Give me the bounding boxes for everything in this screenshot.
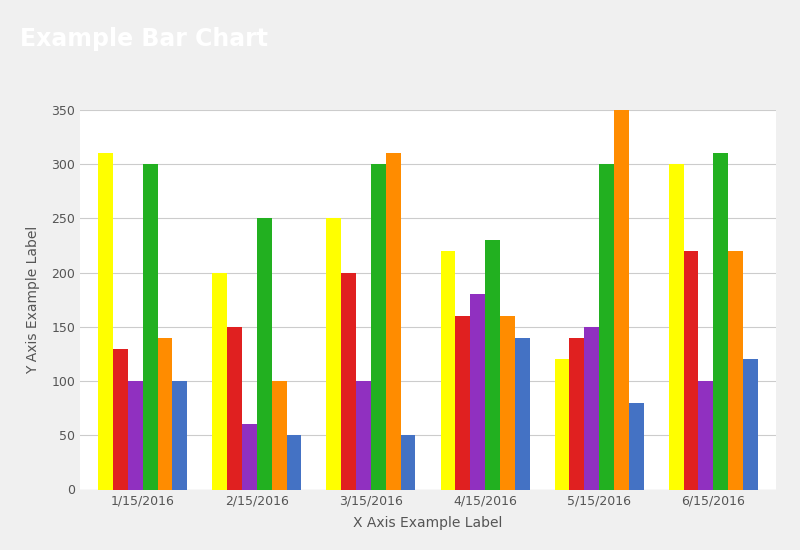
Bar bbox=[500, 316, 514, 490]
Bar bbox=[142, 164, 158, 490]
Bar bbox=[683, 251, 698, 490]
Y-axis label: Y Axis Example Label: Y Axis Example Label bbox=[26, 226, 40, 374]
Bar bbox=[669, 164, 683, 490]
Bar bbox=[599, 164, 614, 490]
Bar bbox=[743, 359, 758, 490]
Bar bbox=[326, 218, 342, 490]
Bar bbox=[714, 153, 728, 490]
Bar bbox=[98, 153, 113, 490]
Bar bbox=[342, 273, 356, 490]
Bar bbox=[554, 359, 570, 490]
Bar bbox=[257, 218, 272, 490]
Bar bbox=[242, 425, 257, 490]
Bar bbox=[470, 294, 485, 490]
Bar bbox=[356, 381, 371, 490]
Bar bbox=[371, 164, 386, 490]
Bar bbox=[272, 381, 286, 490]
Bar bbox=[212, 273, 227, 490]
Bar bbox=[629, 403, 644, 490]
Bar bbox=[570, 338, 584, 490]
Bar bbox=[455, 316, 470, 490]
Bar bbox=[158, 338, 173, 490]
Bar bbox=[227, 327, 242, 490]
Bar bbox=[698, 381, 714, 490]
Bar bbox=[614, 110, 629, 489]
X-axis label: X Axis Example Label: X Axis Example Label bbox=[354, 516, 502, 530]
Bar bbox=[386, 153, 401, 490]
Bar bbox=[128, 381, 142, 490]
Bar bbox=[286, 435, 302, 490]
Bar bbox=[514, 338, 530, 490]
Bar bbox=[401, 435, 415, 490]
Bar bbox=[113, 349, 128, 490]
Bar bbox=[173, 381, 187, 490]
Bar bbox=[728, 251, 743, 490]
Bar bbox=[584, 327, 599, 490]
Bar bbox=[485, 240, 500, 490]
Bar bbox=[441, 251, 455, 490]
Text: Example Bar Chart: Example Bar Chart bbox=[20, 28, 268, 51]
